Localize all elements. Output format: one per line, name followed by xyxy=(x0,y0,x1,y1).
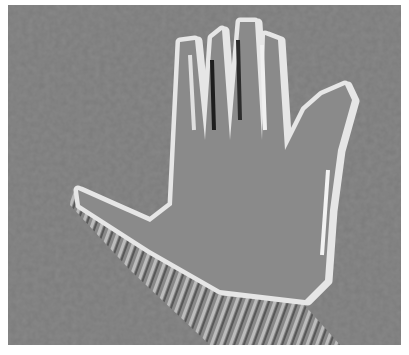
image xyxy=(0,0,409,355)
photo xyxy=(8,5,401,345)
finger-gap xyxy=(212,60,214,130)
page xyxy=(0,0,409,355)
finger-gap xyxy=(238,40,240,120)
